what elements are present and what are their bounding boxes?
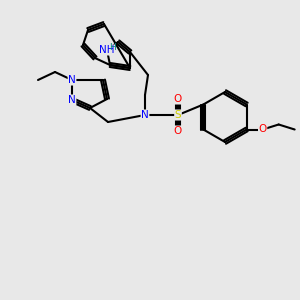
Text: N: N	[68, 95, 76, 105]
Text: O: O	[259, 124, 267, 134]
Text: H: H	[109, 43, 116, 52]
Text: O: O	[174, 126, 182, 136]
Text: N: N	[68, 75, 76, 85]
Text: S: S	[175, 110, 181, 120]
Text: O: O	[174, 94, 182, 104]
Text: NH: NH	[99, 45, 115, 55]
Text: N: N	[141, 110, 149, 120]
